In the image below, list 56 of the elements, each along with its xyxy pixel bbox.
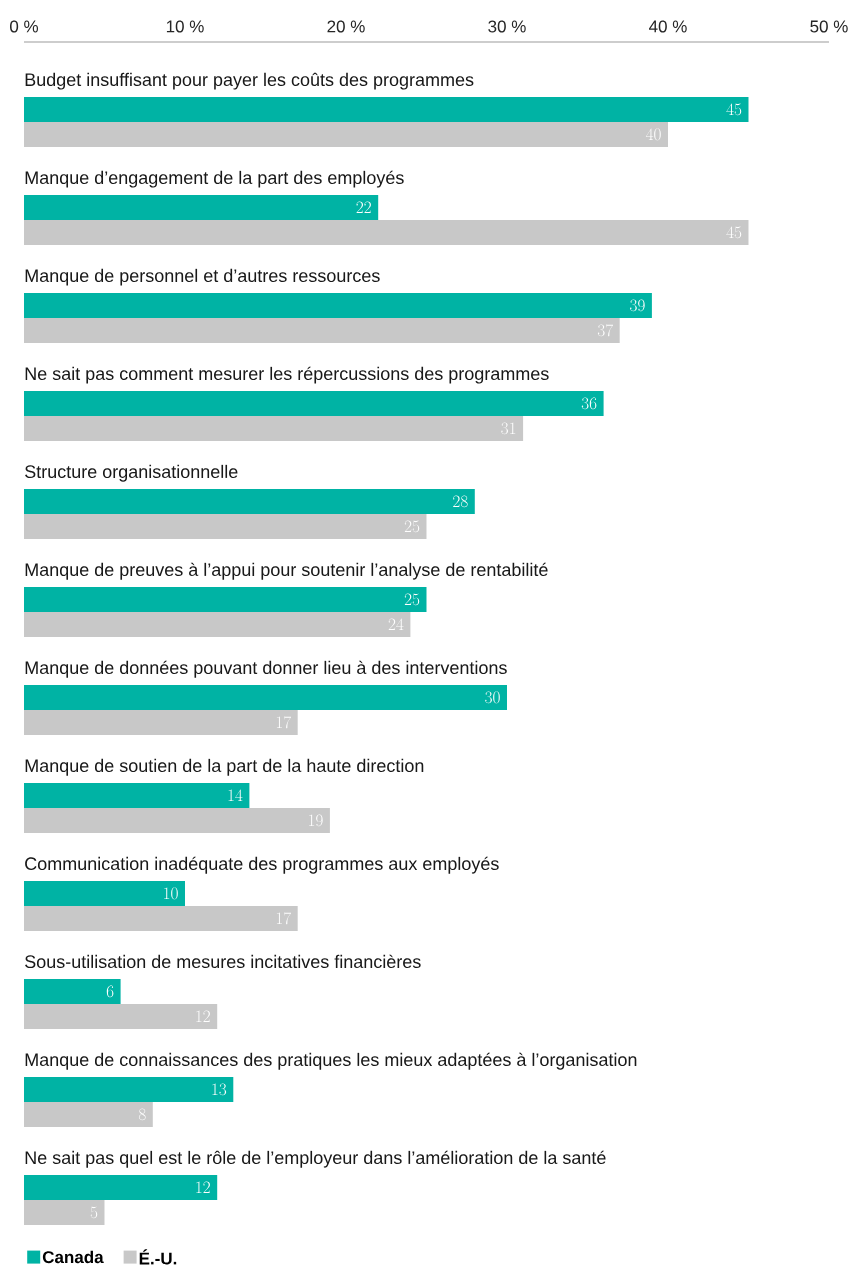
bar — [24, 488, 475, 514]
bar — [24, 807, 330, 833]
data-label: 12 — [196, 1181, 210, 1193]
bar — [24, 96, 749, 122]
bar — [24, 1003, 218, 1029]
data-label: 22 — [356, 201, 371, 213]
y-tick-label: Manque de soutien de la part de la haute direction — [25, 758, 424, 776]
bar — [24, 390, 604, 416]
legend-label: É.-U. — [139, 1249, 177, 1265]
bar — [24, 880, 185, 906]
y-tick-label: Budget insuffisant pour payer les coûts des programmes — [25, 72, 474, 90]
bar — [24, 978, 121, 1004]
bar — [24, 1199, 105, 1225]
bar — [24, 905, 298, 931]
bar — [24, 317, 620, 343]
bar — [24, 684, 507, 710]
bar — [24, 611, 411, 637]
y-tick-label: Sous-utilisation de mesures incitatives financières — [25, 954, 421, 969]
data-label: 6 — [106, 985, 114, 998]
data-label: 45 — [726, 103, 742, 116]
y-tick-label: Manque de personnel et d’autres ressources — [25, 268, 380, 286]
bar — [24, 1076, 234, 1102]
data-label: 14 — [228, 789, 243, 801]
data-label: 25 — [404, 593, 420, 606]
y-tick-label: Structure organisationnelle — [25, 464, 238, 482]
y-tick-label: Manque de preuves à l’appui pour soutenir l’analyse de rentabilité — [25, 562, 548, 580]
bar — [24, 1174, 218, 1200]
bar — [24, 782, 250, 808]
bar — [24, 1101, 153, 1127]
bar — [24, 292, 652, 318]
bar — [24, 415, 524, 441]
y-tick-label: Communication inadéquate des programmes aux employés — [25, 856, 499, 874]
bar — [24, 121, 668, 147]
y-tick-label: Ne sait pas comment mesurer les répercussions des programmes — [25, 366, 549, 384]
y-tick-label: Ne sait pas quel est le rôle de l’employeur dans l’amélioration de la santé — [25, 1150, 606, 1168]
bar — [24, 194, 379, 220]
y-tick-label: Manque de données pouvant donner lieu à des interventions — [25, 660, 507, 678]
x-tick-label: 20 % — [327, 20, 365, 33]
bar — [24, 709, 298, 735]
legend-label: Canada — [42, 1250, 104, 1264]
x-tick-label: 40 % — [649, 20, 687, 33]
bar — [24, 513, 427, 539]
data-label: 10 — [164, 887, 178, 900]
data-label: 36 — [581, 397, 597, 410]
x-tick-label: 10 % — [166, 20, 204, 33]
bar — [24, 586, 427, 612]
x-tick-label: 50 % — [810, 20, 848, 33]
x-tick-label: 30 % — [488, 20, 526, 33]
y-tick-label: Manque de connaissances des pratiques les mieux adaptées à l’organisation — [25, 1052, 637, 1070]
data-label: 39 — [630, 299, 645, 312]
x-tick-label: 0 % — [10, 20, 39, 33]
data-label: 13 — [212, 1083, 227, 1096]
y-tick-label: Manque d’engagement de la part des employés — [25, 170, 404, 188]
data-label: 28 — [453, 495, 468, 508]
bar — [24, 219, 749, 245]
data-label: 30 — [485, 691, 500, 704]
